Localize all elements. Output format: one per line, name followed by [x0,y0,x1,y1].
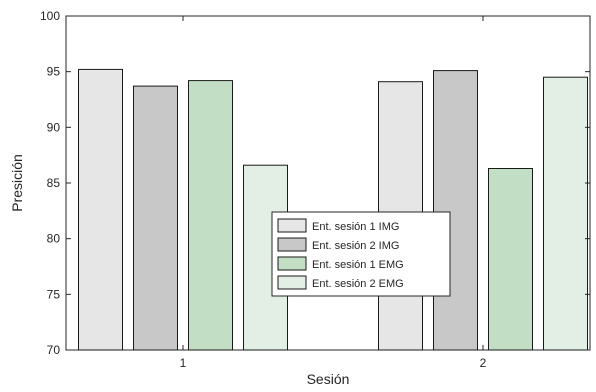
bar-series-4-category-2 [543,76,588,351]
legend-swatch [277,275,307,290]
bar-series-2-category-1 [133,85,178,351]
y-tick-label: 80 [47,232,61,246]
x-tick-label: 2 [480,356,487,370]
bar-series-1-category-1 [78,68,123,351]
legend-swatch [277,256,307,271]
x-tick-label: 1 [180,356,187,370]
legend-label: Ent. sesión 2 EMG [312,278,404,290]
y-axis-title: Presición [9,154,25,212]
y-tick-label: 100 [40,9,60,23]
legend-swatch [277,218,307,233]
y-tick-label: 85 [47,176,61,190]
x-axis-title: Sesión [307,371,350,387]
legend-label: Ent. sesión 1 IMG [312,221,399,233]
legend-label: Ent. sesión 2 IMG [312,240,399,252]
y-tick-label: 70 [47,343,61,357]
legend-swatch [277,237,307,252]
y-tick-label: 95 [47,65,61,79]
y-tick-label: 75 [47,287,61,301]
legend-label: Ent. sesión 1 EMG [312,259,404,271]
bar-series-3-category-2 [488,168,533,351]
bar-series-2-category-2 [433,70,478,351]
bars-group [78,68,588,351]
y-tick-label: 90 [47,120,61,134]
bar-series-3-category-1 [188,80,233,351]
legend: Ent. sesión 1 IMG Ent. sesión 2 IMG Ent. s… [271,211,451,297]
ticks-group: 70 75 80 85 90 95 100 1 2 [40,9,590,370]
